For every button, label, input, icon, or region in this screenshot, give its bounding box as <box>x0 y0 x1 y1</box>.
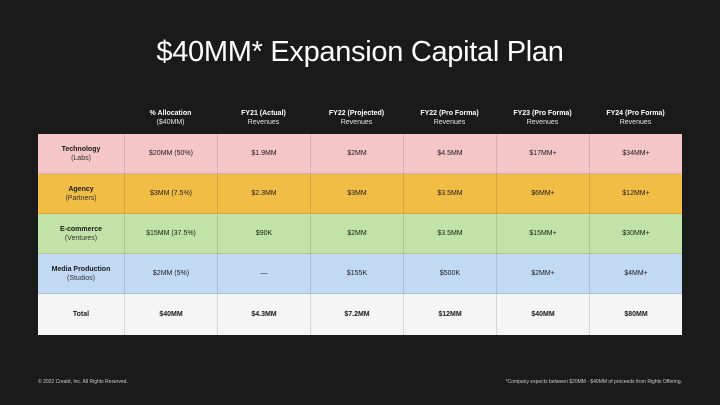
fy23-pro-forma-cell: $2MM+ <box>496 254 589 293</box>
header-fy23-pro-forma: FY23 (Pro Forma) Revenues <box>496 109 589 133</box>
fy22-projected-cell: $7.2MM <box>310 294 403 335</box>
fy22-projected-cell: $3MM <box>310 174 403 213</box>
segment-name: Media Production <box>51 265 111 273</box>
table-row-technology: Technology (Labs) $20MM (50%) $1.9MM $2M… <box>38 134 682 174</box>
table-header: % Allocation ($40MM) FY21 (Actual) Reven… <box>38 109 682 133</box>
segment-cell: Total <box>38 294 124 335</box>
segment-name: Technology <box>61 145 101 153</box>
fy24-pro-forma-cell: $80MM <box>589 294 682 335</box>
segment-name: Agency <box>68 185 94 193</box>
table-row-agency: Agency (Partners) $3MM (7.5%) $2.3MM $3M… <box>38 174 682 214</box>
allocation-cell: $20MM (50%) <box>124 134 217 173</box>
segment-cell: E-commerce (Ventures) <box>38 214 124 253</box>
segment-cell: Media Production (Studios) <box>38 254 124 293</box>
fy21-actual-cell: $4.3MM <box>217 294 310 335</box>
allocation-cell: $3MM (7.5%) <box>124 174 217 213</box>
fy24-pro-forma-cell: $4MM+ <box>589 254 682 293</box>
fy22-pro-forma-cell: $12MM <box>403 294 496 335</box>
segment-subtitle: (Partners) <box>65 194 97 202</box>
header-allocation-title: % Allocation <box>149 110 192 117</box>
fy22-projected-cell: $2MM <box>310 134 403 173</box>
allocation-cell: $15MM (37.5%) <box>124 214 217 253</box>
header-fy22-pro-forma-title: FY22 (Pro Forma) <box>420 110 479 117</box>
header-fy23-pro-forma-title: FY23 (Pro Forma) <box>513 110 572 117</box>
fy23-pro-forma-cell: $15MM+ <box>496 214 589 253</box>
fy23-pro-forma-cell: $6MM+ <box>496 174 589 213</box>
segment-subtitle: (Labs) <box>71 154 91 162</box>
allocation-cell: $40MM <box>124 294 217 335</box>
header-fy24-pro-forma: FY24 (Pro Forma) Revenues <box>589 109 682 133</box>
footnote: *Company expects between $20MM - $40MM o… <box>505 379 682 385</box>
fy22-projected-cell: $2MM <box>310 214 403 253</box>
header-fy22-pro-forma-subtitle: Revenues <box>433 119 466 126</box>
header-allocation: % Allocation ($40MM) <box>124 109 217 133</box>
header-fy24-pro-forma-title: FY24 (Pro Forma) <box>606 110 665 117</box>
segment-subtitle: (Studios) <box>66 274 95 282</box>
fy22-projected-cell: $155K <box>310 254 403 293</box>
header-fy22-projected: FY22 (Projected) Revenues <box>310 109 403 133</box>
fy23-pro-forma-cell: $17MM+ <box>496 134 589 173</box>
header-fy24-pro-forma-subtitle: Revenues <box>619 119 652 126</box>
allocation-cell: $2MM (5%) <box>124 254 217 293</box>
header-allocation-subtitle: ($40MM) <box>156 119 185 126</box>
header-fy21-actual: FY21 (Actual) Revenues <box>217 109 310 133</box>
header-fy22-projected-subtitle: Revenues <box>340 119 373 126</box>
header-segment <box>38 109 124 133</box>
fy21-actual-cell: $90K <box>217 214 310 253</box>
fy24-pro-forma-cell: $12MM+ <box>589 174 682 213</box>
segment-subtitle: (Ventures) <box>64 234 98 242</box>
capital-plan-table: Technology (Labs) $20MM (50%) $1.9MM $2M… <box>38 134 682 335</box>
header-fy21-actual-subtitle: Revenues <box>247 119 280 126</box>
header-fy23-pro-forma-subtitle: Revenues <box>526 119 559 126</box>
table-row-media-production: Media Production (Studios) $2MM (5%) — $… <box>38 254 682 294</box>
segment-name: Total <box>72 311 90 318</box>
page-title: $40MM* Expansion Capital Plan <box>156 36 564 68</box>
header-fy22-projected-title: FY22 (Projected) <box>328 110 385 117</box>
table-row-total: Total $40MM $4.3MM $7.2MM $12MM $40MM $8… <box>38 294 682 335</box>
fy21-actual-cell: — <box>217 254 310 293</box>
segment-cell: Agency (Partners) <box>38 174 124 213</box>
segment-name: E-commerce <box>59 225 103 233</box>
fy22-pro-forma-cell: $4.5MM <box>403 134 496 173</box>
header-fy21-actual-title: FY21 (Actual) <box>241 110 286 117</box>
fy22-pro-forma-cell: $3.5MM <box>403 174 496 213</box>
fy24-pro-forma-cell: $34MM+ <box>589 134 682 173</box>
fy24-pro-forma-cell: $30MM+ <box>589 214 682 253</box>
copyright-notice: © 2022 Creatd, Inc. All Rights Reserved. <box>38 379 128 385</box>
fy21-actual-cell: $2.3MM <box>217 174 310 213</box>
segment-cell: Technology (Labs) <box>38 134 124 173</box>
header-fy22-pro-forma: FY22 (Pro Forma) Revenues <box>403 109 496 133</box>
fy21-actual-cell: $1.9MM <box>217 134 310 173</box>
fy23-pro-forma-cell: $40MM <box>496 294 589 335</box>
fy22-pro-forma-cell: $3.5MM <box>403 214 496 253</box>
table-row-ecommerce: E-commerce (Ventures) $15MM (37.5%) $90K… <box>38 214 682 254</box>
fy22-pro-forma-cell: $500K <box>403 254 496 293</box>
